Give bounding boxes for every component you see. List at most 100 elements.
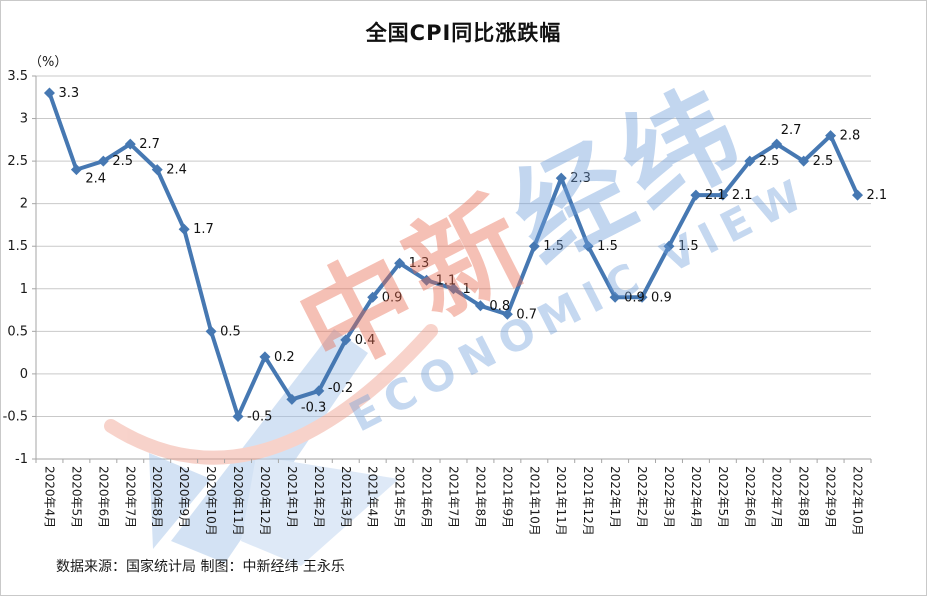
data-point	[394, 257, 406, 269]
data-label: 0.9	[651, 290, 672, 305]
data-label: 1.5	[597, 239, 618, 254]
x-axis-labels: 2020年4月 2020年5月 2020年6月 2020年7月 2020年8月 2020年…	[42, 466, 864, 536]
x-tick-label: 2020年4月	[42, 466, 56, 528]
x-tick-label: 2021年8月	[473, 466, 487, 528]
x-tick-label: 2022年1月	[608, 466, 622, 528]
x-tick-label: 2020年11月	[231, 466, 245, 536]
x-tick-label: 2021年12月	[581, 466, 595, 536]
data-point	[448, 283, 459, 295]
x-tick-label: 2022年6月	[743, 466, 757, 528]
x-tick-label: 2020年8月	[150, 466, 164, 528]
data-label: 1.1	[436, 273, 457, 288]
x-tick-label: 2020年9月	[177, 466, 191, 528]
data-series	[43, 87, 864, 422]
x-tick-label: 2021年3月	[339, 466, 353, 528]
y-tick-label: 2.5	[7, 154, 28, 169]
x-tick-label: 2021年6月	[420, 466, 434, 528]
y-tick-label: 0	[20, 367, 28, 382]
watermark-logo-wing	[241, 456, 399, 566]
data-label: 0.5	[220, 324, 241, 339]
data-point	[609, 291, 621, 303]
data-point	[663, 240, 675, 252]
x-tick-label: 2020年6月	[96, 466, 110, 528]
x-tick-label: 2021年10月	[527, 466, 541, 536]
x-tick-label: 2021年11月	[554, 466, 568, 536]
y-tick-label: 2	[20, 197, 28, 212]
x-tick-label: 2020年12月	[258, 466, 272, 536]
data-point	[717, 189, 729, 201]
axes	[32, 75, 872, 463]
data-point	[232, 410, 244, 422]
data-label: -0.2	[328, 381, 353, 396]
x-tick-label: 2021年2月	[312, 466, 326, 528]
data-point	[744, 155, 756, 167]
y-tick-label: 1.5	[7, 239, 28, 254]
data-point	[313, 385, 325, 397]
data-point	[421, 274, 433, 286]
data-label: 2.5	[813, 154, 834, 169]
y-tick-label: 1	[20, 282, 28, 297]
data-label: 1.3	[409, 256, 430, 271]
y-tick-label: -1	[15, 452, 28, 467]
data-label: 0.7	[516, 307, 537, 322]
chart-title: 全国CPI同比涨跌幅	[365, 21, 562, 45]
data-label: 2.1	[705, 188, 726, 203]
data-point	[43, 87, 55, 99]
x-tick-label: 2021年7月	[447, 466, 461, 528]
data-label: 0.9	[382, 290, 403, 305]
data-label: 0.2	[274, 350, 295, 365]
data-label: 2.1	[732, 188, 753, 203]
data-point	[259, 351, 271, 363]
data-point	[771, 138, 783, 150]
data-point	[340, 334, 352, 346]
x-tick-label: 2021年4月	[366, 466, 380, 528]
data-point	[798, 155, 810, 167]
x-tick-label: 2020年7月	[123, 466, 137, 528]
data-label: 2.1	[867, 188, 888, 203]
x-tick-label: 2021年9月	[500, 466, 514, 528]
data-point	[582, 240, 594, 252]
data-label: -0.3	[301, 400, 326, 415]
y-tick-label: 3.5	[7, 69, 28, 84]
data-label: 1	[463, 282, 471, 297]
data-point	[852, 189, 864, 201]
data-label: 1.5	[543, 239, 564, 254]
data-label: 2.4	[166, 163, 187, 178]
data-point	[178, 223, 190, 235]
data-label: 2.5	[112, 154, 133, 169]
x-tick-label: 2022年9月	[824, 466, 838, 528]
data-point	[205, 325, 217, 337]
data-label: 2.4	[85, 172, 106, 187]
data-point	[70, 164, 82, 176]
x-tick-label: 2022年7月	[770, 466, 784, 528]
data-point	[151, 164, 163, 176]
data-point	[528, 240, 540, 252]
source-note: 数据来源：国家统计局 制图：中新经纬 王永乐	[56, 559, 345, 575]
data-point	[636, 291, 648, 303]
data-label: 1.7	[193, 222, 214, 237]
x-tick-label: 2020年10月	[204, 466, 218, 536]
x-tick-label: 2022年8月	[797, 466, 811, 528]
data-label: -0.5	[247, 409, 272, 424]
y-tick-label: 0.5	[7, 324, 28, 339]
x-tick-label: 2020年5月	[69, 466, 83, 528]
x-tick-label: 2022年4月	[689, 466, 703, 528]
watermark-red-arc	[104, 324, 438, 465]
y-tick-label: 3	[20, 112, 28, 127]
data-point	[690, 189, 702, 201]
series-line	[47, 91, 860, 419]
x-tick-label: 2022年2月	[635, 466, 649, 528]
x-tick-label: 2022年10月	[851, 466, 865, 536]
data-point	[124, 138, 136, 150]
y-axis-unit-label: （%）	[29, 55, 68, 70]
data-point	[286, 393, 298, 405]
data-label: 2.7	[139, 137, 160, 152]
data-label: 2.5	[759, 154, 780, 169]
data-label: 1.5	[678, 239, 699, 254]
data-point	[474, 300, 486, 312]
data-label: 0.9	[624, 290, 645, 305]
data-label: 2.8	[840, 129, 861, 144]
data-point	[367, 291, 379, 303]
